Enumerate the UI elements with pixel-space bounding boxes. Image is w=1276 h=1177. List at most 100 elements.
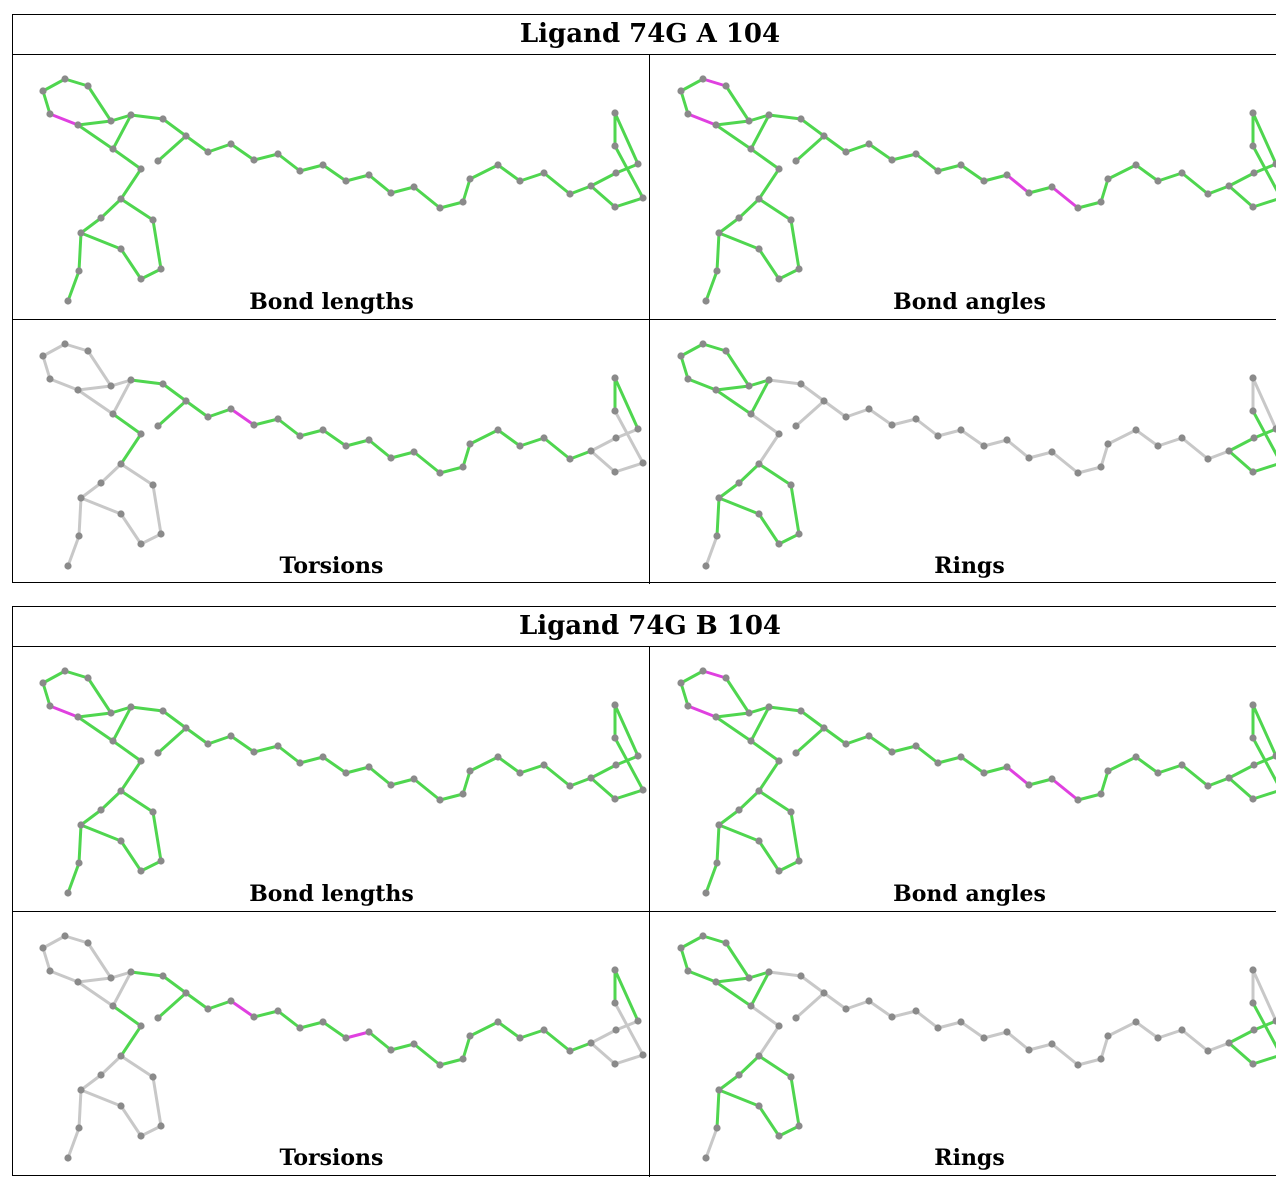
bond (822, 991, 848, 1011)
atom (611, 109, 619, 117)
atom (77, 821, 85, 829)
atom (154, 749, 162, 757)
bond (724, 676, 751, 715)
bond (1180, 171, 1210, 196)
bond (568, 1041, 593, 1053)
bond (41, 681, 52, 708)
bond (468, 1020, 500, 1038)
atom (787, 808, 795, 816)
atom (980, 177, 988, 185)
bond (496, 163, 522, 183)
bond (757, 789, 793, 814)
atom (1250, 434, 1258, 442)
bond (704, 1126, 719, 1160)
bond (252, 744, 280, 754)
bond (704, 534, 719, 568)
atom (735, 214, 743, 222)
bond (229, 142, 256, 162)
bond (184, 134, 210, 154)
bond (412, 777, 442, 802)
atom (157, 530, 165, 538)
bond (789, 218, 801, 271)
atom (410, 183, 418, 191)
atom (159, 115, 167, 123)
panel-bond-angles: Bond angles (651, 55, 1276, 319)
bond (156, 991, 188, 1020)
atom (75, 859, 83, 867)
bond (542, 763, 572, 788)
atom (137, 867, 145, 875)
bond (344, 765, 371, 775)
bond (589, 763, 618, 780)
bond (867, 734, 894, 754)
bond (468, 163, 500, 181)
atom (1225, 774, 1233, 782)
bond (1156, 1028, 1184, 1040)
atom (137, 540, 145, 548)
bond (914, 1009, 940, 1030)
bond (1076, 465, 1103, 475)
atom (747, 145, 755, 153)
atom (137, 275, 145, 283)
bond (936, 1020, 963, 1030)
atom (84, 674, 92, 682)
atom (797, 707, 805, 715)
atom (459, 790, 467, 798)
bond (844, 734, 871, 746)
bond (129, 113, 165, 121)
atom (792, 1014, 800, 1022)
atom (775, 757, 783, 765)
atom (1225, 182, 1233, 190)
bond (77, 823, 83, 865)
atom (459, 463, 467, 471)
atom (722, 82, 730, 90)
panel-torsions: Torsions (13, 912, 650, 1175)
atom (39, 352, 47, 360)
bond (757, 247, 781, 281)
bond (41, 934, 67, 950)
bond (777, 859, 801, 873)
atom (735, 806, 743, 814)
atom (84, 347, 92, 355)
atom (250, 156, 258, 164)
atom (77, 494, 85, 502)
bond (715, 1088, 721, 1130)
atom (755, 787, 763, 795)
atom (747, 410, 755, 418)
bond (749, 378, 771, 416)
bond (1180, 1028, 1210, 1053)
atom (1154, 769, 1162, 777)
atom (842, 1005, 850, 1013)
atom (797, 380, 805, 388)
atom (775, 540, 783, 548)
bond (252, 417, 280, 427)
bond (86, 941, 113, 980)
atom (516, 177, 524, 185)
atom (722, 347, 730, 355)
atom (1178, 169, 1186, 177)
atom (1132, 753, 1140, 761)
bond (757, 759, 781, 793)
atom (980, 1034, 988, 1042)
bond (119, 197, 155, 222)
bond (48, 377, 80, 392)
atom (713, 859, 721, 867)
bond (229, 734, 256, 754)
bond (714, 123, 753, 151)
bond (298, 755, 325, 765)
bond (119, 432, 143, 466)
atom (1025, 454, 1033, 462)
atom (46, 375, 54, 383)
atom (410, 775, 418, 783)
atom (934, 432, 942, 440)
atom (137, 1022, 145, 1030)
bond (86, 676, 113, 715)
bond (276, 152, 302, 173)
bond (822, 726, 848, 746)
atom (109, 410, 117, 418)
bond (568, 776, 593, 788)
bond (749, 147, 781, 171)
bond (822, 399, 848, 419)
molecule-diagram (39, 75, 647, 305)
bond (1134, 755, 1160, 775)
